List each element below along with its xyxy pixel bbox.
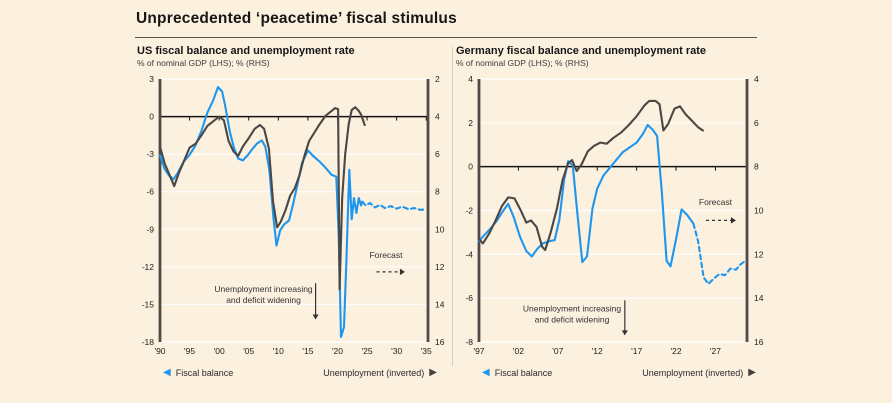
fiscal-balance-line: [158, 86, 364, 339]
fiscal-balance-legend-label: Fiscal balance: [494, 368, 553, 378]
lhs-axis-label: -9: [146, 224, 154, 234]
rhs-axis-label: 8: [754, 162, 759, 172]
lhs-axis-label: -3: [146, 149, 154, 159]
forecast-arrow-head-icon: [399, 268, 405, 276]
unemployment-line: [158, 106, 366, 291]
rhs-axis-label: 16: [435, 337, 445, 347]
germany-chart: 4 2 0 -2 -4 -6 -8 4 6 8 10 12 14 16 '97 '02 '07 '12 '17 '22…: [465, 74, 764, 356]
x-axis-label: '05: [243, 346, 254, 356]
lhs-axis-label: 0: [149, 112, 154, 122]
panel-divider: [452, 47, 453, 366]
lhs-axis-label: -15: [142, 299, 155, 309]
x-axis-label: '17: [631, 346, 642, 356]
rhs-axis-label: 6: [754, 118, 759, 128]
fiscal-balance-line-forecast: [361, 200, 428, 211]
forecast-label: Forecast: [369, 250, 403, 260]
forecast-arrow-head-icon: [730, 217, 736, 224]
unemployment-legend-item: Unemployment (inverted) ▶: [642, 367, 756, 379]
direction-note: Unemployment increasing and deficit widen…: [214, 284, 313, 305]
x-axis-label: '90: [154, 346, 165, 356]
germany-chart-panel: Germany fiscal balance and unemployment …: [454, 43, 770, 380]
lhs-axis-label: -6: [465, 293, 473, 303]
us-chart-legend: ◀ Fiscal balance Unemployment (inverted)…: [163, 366, 437, 380]
figure-container: Unprecedented ‘peacetime’ fiscal stimulu…: [135, 0, 771, 380]
rhs-axis-label: 14: [754, 293, 764, 303]
rhs-axis-label: 8: [435, 187, 440, 197]
chart-panels-row: US fiscal balance and unemployment rate …: [135, 43, 771, 380]
x-axis-label: '30: [391, 346, 402, 356]
lhs-axis-label: 2: [468, 118, 473, 128]
rhs-axis-label: 2: [435, 74, 440, 84]
lhs-axis-label: -8: [465, 337, 473, 347]
rhs-axis-label: 4: [754, 74, 759, 84]
germany-chart-legend: ◀ Fiscal balance Unemployment (inverted)…: [482, 366, 756, 380]
x-axis-label: '97: [473, 346, 484, 356]
rhs-axis-label: 10: [435, 224, 445, 234]
x-axis-label: '27: [710, 346, 721, 356]
unemployment-right-arrow-icon: ▶: [429, 367, 437, 378]
down-arrow-head-icon: [312, 314, 319, 320]
rhs-axis-label: 10: [754, 206, 764, 216]
fiscal-balance-legend-item: ◀ Fiscal balance: [163, 367, 234, 379]
x-axis-label: '22: [671, 346, 682, 356]
lhs-axis-label: -6: [146, 187, 154, 197]
us-chart-panel: US fiscal balance and unemployment rate …: [135, 43, 451, 380]
fiscal-balance-legend-item: ◀ Fiscal balance: [482, 367, 553, 379]
x-axis-label: '10: [273, 346, 284, 356]
x-axis-label: '12: [592, 346, 603, 356]
x-axis-label: '02: [513, 346, 524, 356]
title-rule: [135, 37, 757, 38]
lhs-axis-label: 3: [149, 74, 154, 84]
fiscal-balance-line: [477, 123, 695, 268]
us-chart-title: US fiscal balance and unemployment rate: [137, 45, 355, 57]
x-axis-label: '15: [302, 346, 313, 356]
unemployment-legend-item: Unemployment (inverted) ▶: [323, 367, 437, 379]
unemployment-legend-label: Unemployment (inverted): [323, 368, 425, 378]
lhs-axis-label: -12: [142, 262, 155, 272]
lhs-axis-label: -18: [142, 337, 155, 347]
x-axis-label: '20: [332, 346, 343, 356]
page-title: Unprecedented ‘peacetime’ fiscal stimulu…: [136, 10, 457, 27]
fiscal-balance-left-arrow-icon: ◀: [163, 367, 171, 378]
germany-chart-title: Germany fiscal balance and unemployment …: [456, 45, 707, 57]
us-chart: 3 0 -3 -6 -9 -12 -15 -18 2 4 6 8 10 12 14 16 '90 '95 '00 '0…: [142, 74, 445, 356]
rhs-axis-label: 12: [754, 249, 764, 259]
rhs-axis-label: 6: [435, 149, 440, 159]
x-axis-label: '35: [421, 346, 432, 356]
lhs-axis-label: -4: [465, 249, 473, 259]
us-chart-subtitle: % of nominal GDP (LHS); % (RHS): [137, 58, 270, 68]
rhs-axis-label: 12: [435, 262, 445, 272]
unemployment-right-arrow-icon: ▶: [748, 367, 756, 378]
direction-note: Unemployment increasing and deficit widen…: [523, 303, 622, 324]
fiscal-balance-legend-label: Fiscal balance: [175, 368, 234, 378]
unemployment-legend-label: Unemployment (inverted): [642, 368, 744, 378]
unemployment-line: [477, 99, 704, 252]
x-axis-label: '25: [362, 346, 373, 356]
x-axis-label: '95: [184, 346, 195, 356]
x-axis-label: '07: [552, 346, 563, 356]
fiscal-balance-line-forecast: [692, 222, 745, 285]
rhs-axis-label: 4: [435, 112, 440, 122]
rhs-axis-label: 14: [435, 299, 445, 309]
lhs-axis-label: -2: [465, 206, 473, 216]
x-axis-label: '00: [214, 346, 225, 356]
lhs-axis-label: 0: [468, 162, 473, 172]
down-arrow-head-icon: [621, 330, 628, 336]
forecast-label: Forecast: [699, 197, 733, 207]
rhs-axis-label: 16: [754, 337, 764, 347]
fiscal-balance-left-arrow-icon: ◀: [482, 367, 490, 378]
lhs-axis-label: 4: [468, 74, 473, 84]
germany-chart-subtitle: % of nominal GDP (LHS); % (RHS): [456, 58, 589, 68]
